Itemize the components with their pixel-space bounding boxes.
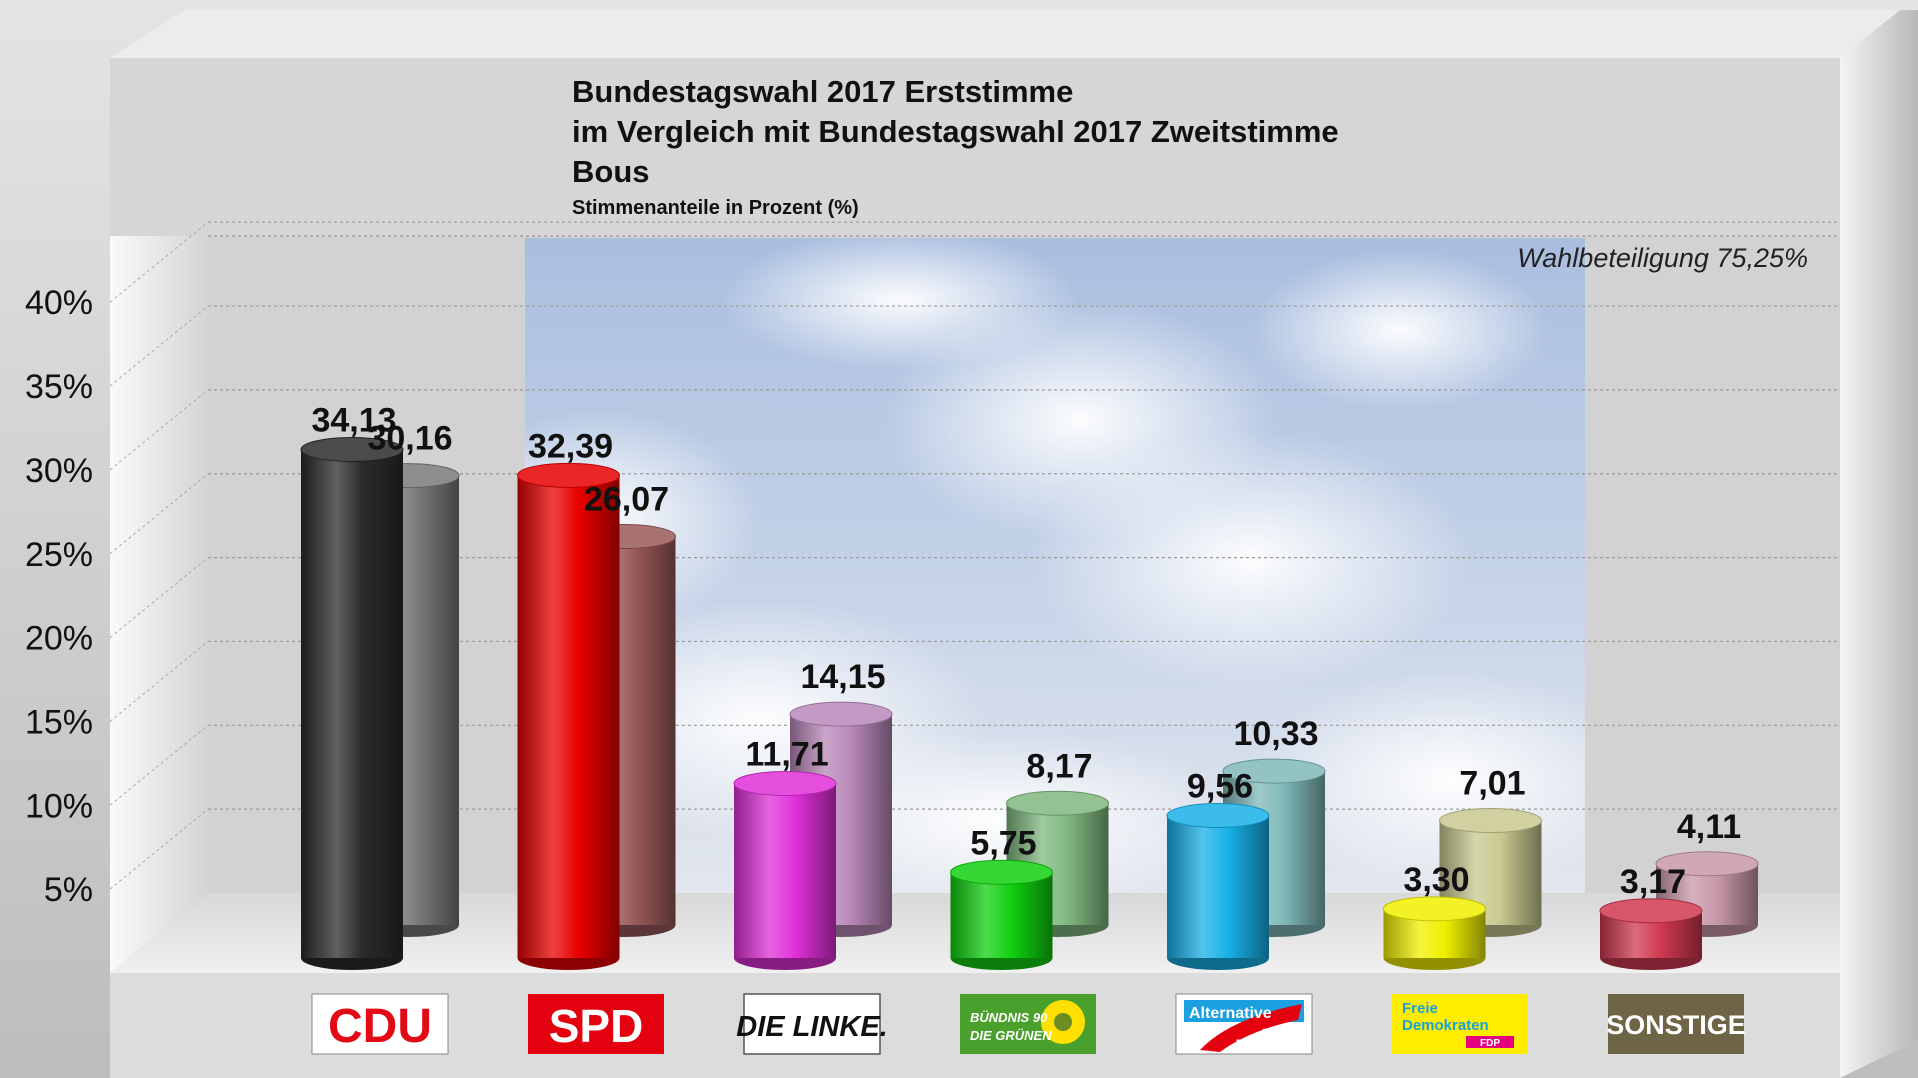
turnout-annotation: Wahlbeteiligung 75,25% — [1517, 243, 1808, 273]
logo-sonstige: SONSTIGE — [1606, 994, 1746, 1054]
afd-arrow-icon — [1200, 1004, 1302, 1052]
value-label-zweitstimme: 26,07 — [584, 481, 669, 519]
value-label-zweitstimme: 7,01 — [1459, 765, 1525, 803]
bar-erststimme — [1599, 898, 1703, 970]
logo-afd-text-2: für — [1262, 1027, 1274, 1037]
bar-erststimme — [1166, 803, 1270, 970]
bar-erststimme — [517, 462, 620, 970]
logo-fdp-text-2: Demokraten — [1402, 1017, 1489, 1034]
logo-afd: Alternative für Deutschland — [1175, 993, 1313, 1055]
value-label-erststimme: 5,75 — [970, 824, 1036, 862]
logo-spd: SPD — [528, 994, 664, 1054]
chart-title-line-2: im Vergleich mit Bundestagswahl 2017 Zwe… — [572, 114, 1339, 149]
bar-erststimme — [950, 859, 1053, 970]
logo-cdu-text: CDU — [328, 1000, 432, 1053]
bar-erststimme — [300, 436, 404, 970]
value-label-erststimme: 3,30 — [1403, 861, 1469, 899]
logo-afd-text-1: Alternative — [1189, 1005, 1272, 1022]
logo-fdp: Freie Demokraten FDP — [1392, 994, 1528, 1054]
value-label-zweitstimme: 4,11 — [1677, 808, 1741, 846]
chart-title-line-1: Bundestagswahl 2017 Erststimme — [572, 74, 1073, 109]
value-label-erststimme: 9,56 — [1187, 768, 1253, 806]
y-axis-ticks: 5% 10% 15% 20% 25% 30% 35% 40% — [25, 284, 93, 909]
value-label-zweitstimme: 10,33 — [1233, 715, 1318, 753]
logo-gruene-text-2: DIE GRÜNEN — [970, 1028, 1052, 1043]
title-panel — [110, 58, 1840, 236]
chart-title-line-3: Bous — [572, 154, 650, 189]
y-tick-label: 30% — [25, 452, 93, 490]
value-label-erststimme: 34,13 — [311, 401, 396, 439]
logo-sonstige-text: SONSTIGE — [1606, 1010, 1746, 1040]
left-wall — [110, 236, 208, 973]
y-tick-label: 40% — [25, 284, 93, 322]
chart-subtitle: Stimmenanteile in Prozent (%) — [572, 197, 859, 219]
value-labels: 30,16 26,07 14,15 8,17 10,33 7,01 4,11 34,13 32,… — [311, 401, 1741, 900]
logo-linke-text: DIE LINKE. — [736, 1011, 887, 1043]
y-tick-label: 5% — [44, 871, 93, 909]
logo-afd-text-3: Deutschland — [1236, 1038, 1290, 1048]
value-label-zweitstimme: 8,17 — [1026, 747, 1092, 785]
y-tick-label: 20% — [25, 620, 93, 658]
right-frame — [1840, 10, 1918, 1078]
y-tick-label: 10% — [25, 787, 93, 825]
logo-gruene: BÜNDNIS 90 DIE GRÜNEN — [960, 994, 1096, 1054]
value-label-zweitstimme: 30,16 — [367, 420, 452, 458]
bars — [300, 436, 1759, 970]
logo-fdp-text-3: FDP — [1480, 1038, 1500, 1049]
y-tick-label: 15% — [25, 703, 93, 741]
y-tick-label: 25% — [25, 536, 93, 574]
y-tick-label: 35% — [25, 368, 93, 406]
top-frame — [110, 10, 1900, 58]
logo-cdu: CDU — [311, 993, 449, 1055]
value-label-erststimme: 32,39 — [528, 427, 613, 465]
value-label-erststimme: 3,17 — [1620, 863, 1686, 901]
value-label-zweitstimme: 14,15 — [800, 658, 885, 696]
bar-erststimme — [1383, 896, 1486, 970]
logo-fdp-text-1: Freie — [1402, 1000, 1438, 1017]
bar-erststimme — [733, 771, 837, 970]
logo-linke: DIE LINKE. — [736, 993, 888, 1055]
logo-spd-text: SPD — [549, 1000, 644, 1052]
logo-gruene-text-1: BÜNDNIS 90 — [970, 1010, 1048, 1025]
value-label-erststimme: 11,71 — [745, 736, 828, 774]
